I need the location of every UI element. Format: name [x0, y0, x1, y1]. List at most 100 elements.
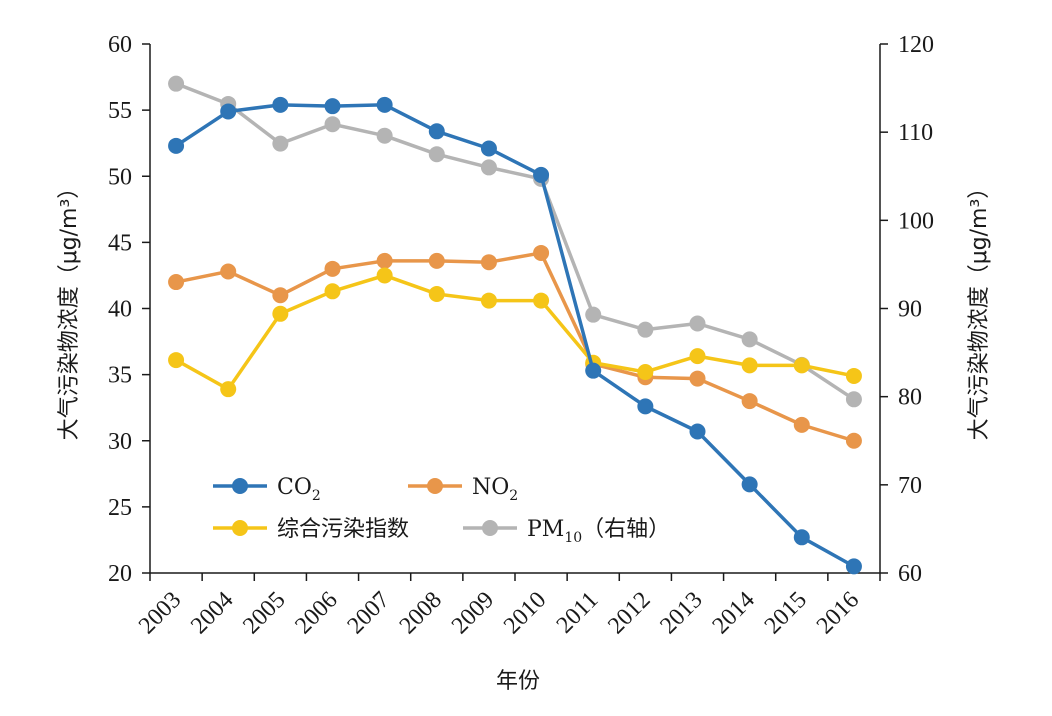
- data-point: [324, 283, 341, 300]
- data-point: [637, 398, 654, 415]
- data-point: [741, 331, 758, 348]
- data-point: [533, 244, 550, 261]
- legend-label: PM10（右轴）: [527, 517, 670, 546]
- left-axis-ticks: 20 25 30 35 40 45 50 55 60: [108, 32, 150, 587]
- left-tick-label: 35: [108, 363, 132, 389]
- data-point: [689, 423, 706, 440]
- data-point: [428, 252, 445, 269]
- data-point: [168, 75, 185, 92]
- data-point: [793, 416, 810, 433]
- data-point: [585, 306, 602, 323]
- left-tick-label: 50: [108, 164, 132, 190]
- data-point: [480, 140, 497, 157]
- left-tick-label: 20: [108, 561, 132, 587]
- x-tick-label: 2010: [499, 587, 551, 639]
- legend-swatch-marker: [232, 520, 248, 536]
- left-tick-label: 45: [108, 230, 132, 256]
- legend-swatch-marker: [482, 520, 498, 536]
- data-point: [793, 357, 810, 374]
- data-point: [324, 98, 341, 115]
- legend-item: 综合污染指数: [213, 517, 409, 542]
- x-axis-ticks: 2003 2004 2005 2006 2007 2008 2009 2010 2011 2012…: [134, 573, 881, 639]
- legend-item: CO2: [213, 475, 321, 504]
- data-point: [376, 96, 393, 113]
- series-0: [168, 96, 862, 575]
- x-tick-label: 2012: [603, 587, 655, 639]
- data-point: [741, 393, 758, 410]
- data-point: [480, 254, 497, 271]
- data-point: [220, 103, 237, 120]
- x-tick-label: 2007: [343, 587, 395, 639]
- data-point: [272, 305, 289, 322]
- x-tick-label: 2011: [552, 587, 604, 639]
- x-tick-label: 2013: [655, 587, 707, 639]
- data-point: [845, 367, 862, 384]
- x-tick-label: 2003: [134, 587, 186, 639]
- data-point: [533, 292, 550, 309]
- series-1: [168, 244, 862, 449]
- left-tick-label: 40: [108, 297, 132, 323]
- x-tick-label: 2005: [238, 587, 290, 639]
- y-axis-right-title: 大气污染物浓度（μg/m³）: [967, 177, 992, 441]
- left-tick-label: 25: [108, 495, 132, 521]
- data-point: [428, 285, 445, 302]
- series-layer: [168, 75, 862, 575]
- data-point: [689, 370, 706, 387]
- data-point: [376, 267, 393, 284]
- x-tick-label: 2016: [812, 587, 864, 639]
- data-point: [741, 357, 758, 374]
- data-point: [845, 391, 862, 408]
- data-point: [168, 274, 185, 291]
- series-3: [168, 75, 862, 408]
- right-tick-label: 60: [898, 561, 922, 587]
- data-point: [168, 137, 185, 154]
- data-point: [793, 529, 810, 546]
- series-line: [175, 103, 855, 568]
- x-axis-title: 年份: [496, 669, 540, 694]
- data-point: [324, 260, 341, 277]
- y-axis-left-title: 大气污染物浓度（μg/m³）: [57, 177, 82, 441]
- x-tick-label: 2014: [708, 587, 760, 639]
- right-axis-ticks: 60 70 80 90 100 110 120: [880, 32, 934, 587]
- data-point: [689, 315, 706, 332]
- right-tick-label: 80: [898, 385, 922, 411]
- right-tick-label: 70: [898, 473, 922, 499]
- left-tick-label: 30: [108, 429, 132, 455]
- data-point: [272, 96, 289, 113]
- data-point: [845, 432, 862, 449]
- data-point: [480, 159, 497, 176]
- x-tick-label: 2015: [760, 587, 812, 639]
- series-line: [175, 82, 855, 401]
- right-tick-label: 120: [898, 32, 934, 58]
- left-tick-label: 60: [108, 32, 132, 58]
- data-point: [220, 263, 237, 280]
- data-point: [376, 127, 393, 144]
- legend-label: 综合污染指数: [277, 517, 409, 542]
- legend: CO2 NO2 综合污染指数 PM10（右轴）: [213, 475, 670, 546]
- x-tick-label: 2009: [447, 587, 499, 639]
- x-tick-label: 2006: [290, 587, 342, 639]
- data-point: [845, 558, 862, 575]
- right-tick-label: 100: [898, 208, 934, 234]
- data-point: [220, 381, 237, 398]
- x-tick-label: 2008: [395, 587, 447, 639]
- data-point: [324, 116, 341, 133]
- data-point: [272, 135, 289, 152]
- right-tick-label: 90: [898, 297, 922, 323]
- legend-label: CO2: [277, 475, 321, 504]
- series-2: [168, 267, 862, 398]
- legend-item: NO2: [408, 475, 518, 504]
- data-point: [428, 123, 445, 140]
- left-tick-label: 55: [108, 98, 132, 124]
- data-point: [272, 287, 289, 304]
- data-point: [637, 321, 654, 338]
- legend-swatch-marker: [232, 478, 248, 494]
- data-point: [168, 352, 185, 369]
- legend-label: NO2: [472, 475, 518, 504]
- legend-swatch-marker: [427, 478, 443, 494]
- data-point: [480, 292, 497, 309]
- x-tick-label: 2004: [186, 587, 238, 639]
- data-point: [376, 252, 393, 269]
- series-line: [175, 251, 855, 443]
